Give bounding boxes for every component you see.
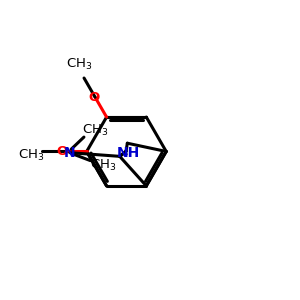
Text: NH: NH <box>117 146 140 160</box>
Text: CH$_3$: CH$_3$ <box>66 57 92 72</box>
Text: O: O <box>88 91 99 104</box>
Text: N: N <box>64 146 76 160</box>
Text: CH$_3$: CH$_3$ <box>90 158 117 173</box>
Text: CH$_3$: CH$_3$ <box>18 148 45 164</box>
Text: O: O <box>57 145 68 158</box>
Text: CH$_3$: CH$_3$ <box>82 122 109 138</box>
